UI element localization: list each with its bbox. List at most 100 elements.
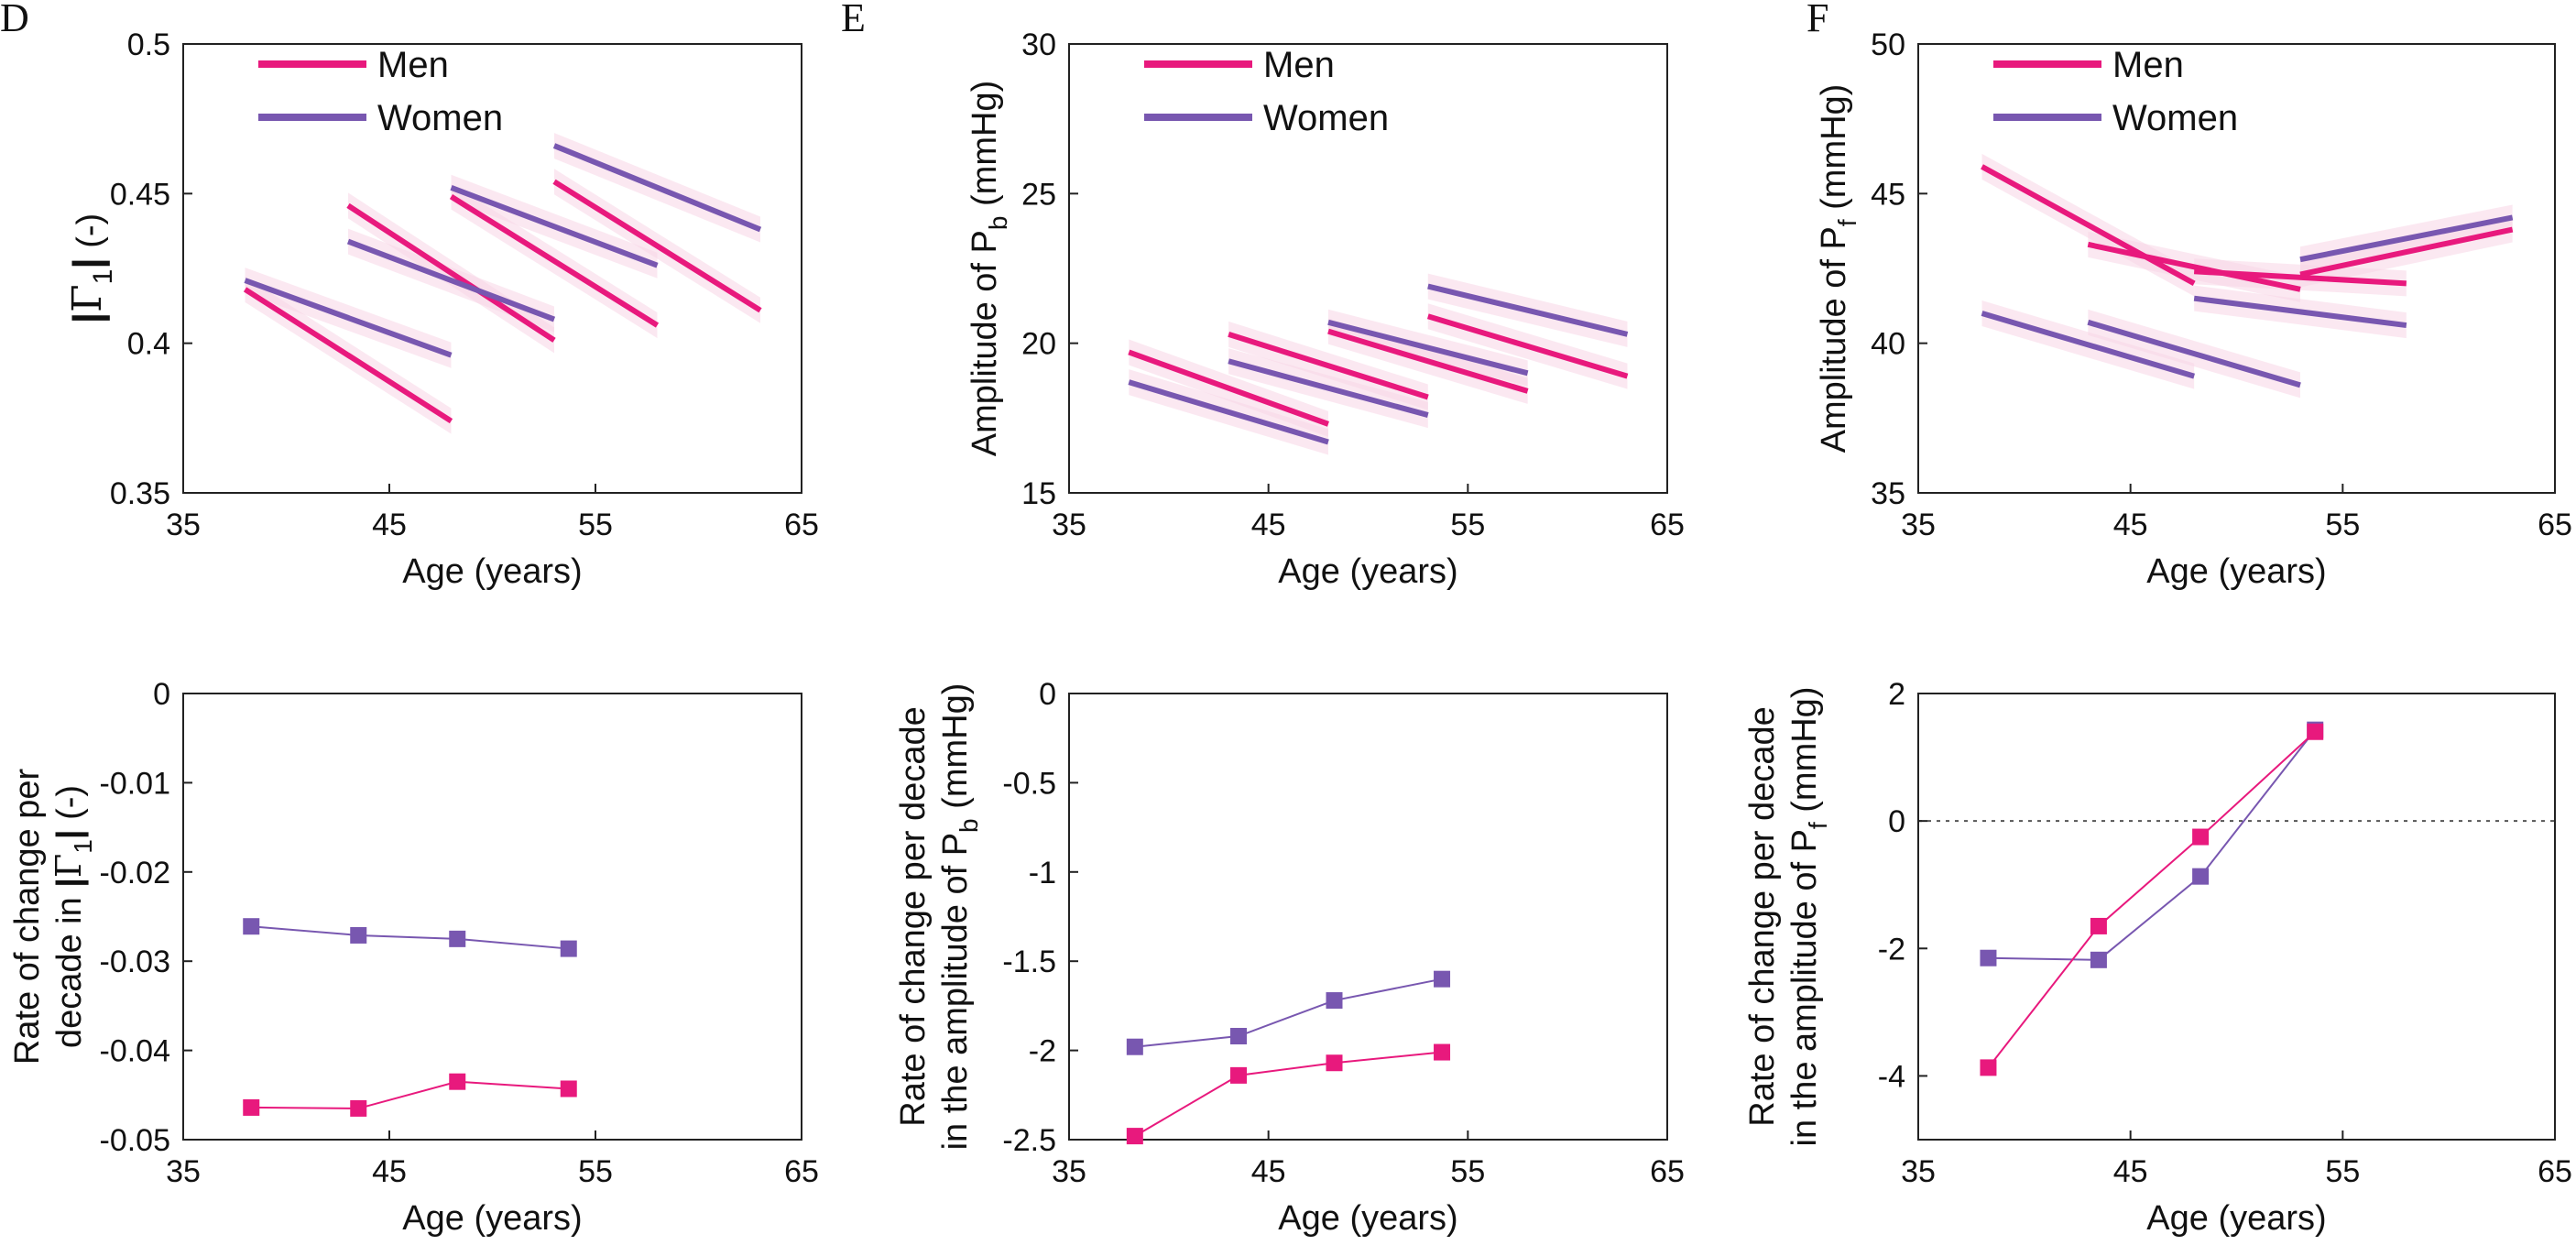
trend-segment-men: [2193, 268, 2407, 287]
trend-segment-men: [1228, 332, 1429, 400]
x-tick-label: 45: [1251, 1154, 1286, 1189]
x-tick-label: 35: [166, 1154, 201, 1189]
chart-D-top: 35 45 55 65 0.35 0.4 0.45 0.5 Age (years) |Γ1| (-…: [0, 0, 819, 591]
trend-segment-men: [2299, 226, 2514, 278]
axes-box: [1917, 43, 2556, 494]
y-tick-label: 30: [1021, 27, 1056, 62]
x-tick-label: 65: [1650, 1154, 1685, 1189]
rate-point-women: [2090, 951, 2107, 968]
x-tick-label: 55: [1450, 508, 1485, 542]
y-tick-label: -0.5: [1002, 766, 1056, 801]
x-tick-label: 55: [578, 508, 613, 542]
x-axis-label: Age (years): [2146, 1199, 2326, 1238]
rate-point-men: [243, 1098, 260, 1116]
y-tick-label: 50: [1871, 27, 1905, 62]
y-tick-label: 15: [1021, 476, 1056, 511]
rate-line-men: [1987, 731, 2316, 1068]
y-axis-label-line1: Rate of change per: [8, 769, 47, 1065]
trend-segment-men: [1327, 328, 1529, 394]
rate-point-men: [560, 1080, 577, 1098]
y-axis-symbol-label: |Γ1| (-): [64, 213, 118, 323]
x-tick-label: 35: [1052, 508, 1086, 542]
legend-label-women: Women: [1263, 98, 1389, 138]
rate-point-men: [350, 1099, 367, 1117]
trend-segment-men: [1128, 349, 1329, 427]
trend-segment-women: [1228, 358, 1429, 418]
legend-label-men: Men: [377, 45, 449, 85]
x-tick-label: 55: [1450, 1154, 1485, 1189]
rate-point-women: [560, 940, 577, 957]
x-tick-label: 55: [578, 1154, 613, 1189]
trend-segment-women: [2193, 295, 2407, 329]
trend-segment-men: [1426, 313, 1629, 379]
rate-point-men: [1326, 1054, 1343, 1072]
legend-label-women: Women: [2112, 98, 2238, 138]
y-tick-label: 2: [1888, 677, 1905, 712]
rate-point-women: [2192, 868, 2210, 885]
rate-point-women: [243, 918, 260, 935]
rate-point-women: [1126, 1038, 1143, 1055]
rate-line-women: [1988, 729, 2317, 961]
x-tick-label: 45: [1251, 508, 1286, 542]
axes-box: [182, 43, 802, 494]
x-tick-label: 65: [2538, 508, 2572, 542]
rate-line-women: [1134, 977, 1443, 1048]
x-tick-label: 45: [2113, 508, 2148, 542]
y-tick-label: -2: [1878, 932, 1905, 967]
y-tick-label: -2: [1029, 1034, 1056, 1069]
axes-box: [182, 693, 802, 1141]
chart-E-bottom: 35 45 55 65 -2.5 -2 -1.5 -1 -0.5 0 Age (years) Rate…: [894, 677, 1685, 1238]
x-tick-label: 35: [1901, 1154, 1936, 1189]
y-tick-label: -0.05: [100, 1123, 171, 1158]
x-axis-label: Age (years): [2146, 552, 2326, 591]
legend-label-men: Men: [1263, 45, 1335, 85]
y-tick-label: 20: [1021, 327, 1056, 362]
trend-segment-women: [346, 238, 556, 322]
y-tick-label: -0.02: [100, 856, 171, 890]
y-tick-label: -2.5: [1002, 1123, 1056, 1158]
trend-segment-women: [552, 143, 762, 233]
y-tick-label: 0: [153, 677, 170, 712]
rate-point-women: [1980, 949, 1997, 967]
trend-segment-women: [1981, 311, 2196, 379]
trend-segment-men: [449, 194, 660, 328]
x-axis-label: Age (years): [402, 552, 582, 591]
y-tick-label: -1.5: [1002, 945, 1056, 979]
x-tick-label: 35: [166, 508, 201, 542]
y-tick-label: 40: [1871, 327, 1905, 362]
chart-D-bottom: 35 45 55 65 -0.05 -0.04 -0.03 -0.02 -0.01 0 Age (y…: [8, 677, 819, 1238]
y-tick-label: 0.4: [127, 327, 170, 362]
x-tick-label: 55: [2325, 1154, 2360, 1189]
y-tick-label: -0.01: [100, 766, 171, 801]
y-axis-label-line2: in the amplitude of Pb (mmHg): [936, 683, 983, 1151]
trend-segment-women: [1427, 283, 1629, 337]
x-tick-label: 35: [1052, 1154, 1086, 1189]
y-tick-label: -0.04: [100, 1034, 171, 1069]
x-tick-label: 65: [1650, 508, 1685, 542]
trend-segment-men: [2087, 241, 2301, 292]
trend-segment-men: [1981, 164, 2196, 286]
y-tick-label: 0.45: [110, 177, 170, 212]
x-axis-label: Age (years): [402, 1199, 582, 1238]
rate-line-women: [251, 925, 569, 950]
y-axis-label: Amplitude of Pf (mmHg): [1815, 84, 1861, 453]
chart-F-top: 35 45 55 65 35 40 45 50 Age (years) Amplitude of …: [1806, 0, 2572, 591]
trend-segment-men: [346, 202, 556, 343]
x-tick-label: 55: [2325, 508, 2360, 542]
axes-box: [1917, 693, 2556, 1141]
rate-point-men: [1230, 1066, 1248, 1084]
legend-label-women: Women: [377, 98, 503, 138]
rate-point-women: [1434, 970, 1451, 988]
trend-segment-women: [1327, 319, 1529, 377]
x-tick-label: 45: [372, 508, 407, 542]
rate-point-men: [2307, 723, 2324, 740]
y-axis-label-line1: Rate of change per decade: [1743, 706, 1782, 1126]
y-tick-label: -1: [1029, 856, 1056, 890]
y-axis-label-line2: decade in |Γ1| (-): [49, 785, 97, 1048]
y-axis-label: Amplitude of Pb (mmHg): [966, 81, 1012, 456]
rate-line-men: [251, 1080, 569, 1109]
x-tick-label: 45: [2113, 1154, 2148, 1189]
y-tick-label: 0.5: [127, 27, 170, 62]
y-tick-label: -0.03: [100, 945, 171, 979]
